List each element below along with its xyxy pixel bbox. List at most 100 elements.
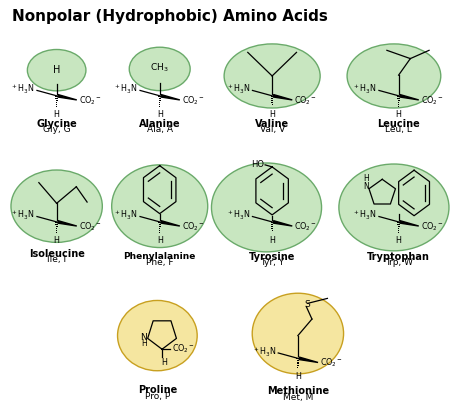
- Text: CO$_2$$^-$: CO$_2$$^-$: [79, 94, 102, 106]
- Text: H: H: [53, 65, 60, 75]
- Text: HO: HO: [251, 160, 264, 169]
- Text: CO$_2$$^-$: CO$_2$$^-$: [173, 343, 195, 355]
- Polygon shape: [398, 230, 399, 231]
- Text: $^+$H$_3$N: $^+$H$_3$N: [226, 83, 250, 96]
- Text: S: S: [305, 300, 310, 309]
- Polygon shape: [400, 95, 419, 100]
- Text: Pro, P: Pro, P: [145, 392, 170, 401]
- Polygon shape: [271, 96, 273, 97]
- Text: Methionine: Methionine: [267, 386, 329, 396]
- Text: H: H: [269, 110, 275, 119]
- Text: Val, V: Val, V: [259, 125, 285, 134]
- Polygon shape: [58, 95, 77, 100]
- Polygon shape: [159, 104, 160, 105]
- Text: $^+$H$_3$N: $^+$H$_3$N: [226, 209, 250, 222]
- Polygon shape: [397, 222, 400, 223]
- Text: H: H: [396, 110, 401, 119]
- Text: Gly, G: Gly, G: [43, 125, 71, 134]
- Polygon shape: [272, 230, 273, 231]
- Ellipse shape: [118, 300, 197, 371]
- Polygon shape: [397, 96, 400, 97]
- Text: CO$_2$$^-$: CO$_2$$^-$: [182, 220, 205, 233]
- Polygon shape: [272, 104, 273, 105]
- Polygon shape: [398, 226, 400, 227]
- Polygon shape: [273, 95, 292, 100]
- Polygon shape: [161, 221, 180, 226]
- Text: $^+$H$_3$N: $^+$H$_3$N: [352, 83, 377, 96]
- Text: Phenylalanine: Phenylalanine: [124, 252, 196, 261]
- Polygon shape: [55, 222, 58, 223]
- Ellipse shape: [129, 47, 190, 91]
- Polygon shape: [271, 226, 273, 227]
- Text: H: H: [54, 110, 60, 119]
- Polygon shape: [159, 100, 161, 101]
- Text: Valine: Valine: [255, 119, 289, 129]
- Text: H: H: [396, 236, 401, 245]
- Polygon shape: [400, 221, 419, 226]
- Polygon shape: [398, 102, 399, 103]
- Ellipse shape: [211, 163, 321, 252]
- Polygon shape: [398, 228, 399, 229]
- Polygon shape: [299, 357, 318, 362]
- Polygon shape: [56, 100, 57, 101]
- Polygon shape: [398, 104, 399, 105]
- Text: Proline: Proline: [138, 385, 177, 395]
- Polygon shape: [271, 224, 273, 225]
- Polygon shape: [297, 362, 299, 364]
- Text: Alanine: Alanine: [139, 119, 181, 129]
- Text: CO$_2$$^-$: CO$_2$$^-$: [320, 357, 343, 369]
- Text: Leu, L: Leu, L: [385, 125, 412, 134]
- Text: Isoleucine: Isoleucine: [29, 249, 84, 259]
- Text: Tyr, Y: Tyr, Y: [260, 258, 284, 267]
- Text: $^+$H$_3$N: $^+$H$_3$N: [252, 346, 276, 359]
- Text: Tyrosine: Tyrosine: [249, 252, 295, 262]
- Text: $^+$H$_3$N: $^+$H$_3$N: [113, 209, 137, 222]
- Polygon shape: [55, 96, 58, 97]
- Text: $^+$H$_3$N: $^+$H$_3$N: [10, 209, 35, 222]
- Text: CO$_2$$^-$: CO$_2$$^-$: [420, 220, 444, 233]
- Text: H: H: [269, 236, 275, 245]
- Text: CH$_3$: CH$_3$: [150, 62, 169, 74]
- Text: Tryptophan: Tryptophan: [367, 252, 430, 262]
- Ellipse shape: [339, 164, 449, 251]
- Polygon shape: [159, 102, 160, 103]
- Polygon shape: [397, 224, 400, 225]
- Polygon shape: [273, 221, 292, 226]
- Polygon shape: [271, 98, 273, 99]
- Text: H: H: [162, 358, 167, 367]
- Polygon shape: [297, 358, 299, 360]
- Text: CO$_2$$^-$: CO$_2$$^-$: [182, 94, 205, 106]
- Polygon shape: [55, 98, 58, 99]
- Text: H: H: [157, 236, 163, 245]
- Ellipse shape: [11, 170, 102, 242]
- Polygon shape: [56, 230, 57, 231]
- Polygon shape: [272, 228, 273, 229]
- Text: H: H: [157, 110, 163, 119]
- Ellipse shape: [112, 165, 208, 248]
- Polygon shape: [297, 360, 299, 362]
- Text: $^+$H$_3$N: $^+$H$_3$N: [10, 83, 35, 96]
- Polygon shape: [158, 224, 161, 225]
- Polygon shape: [55, 224, 58, 225]
- Polygon shape: [398, 100, 400, 101]
- Polygon shape: [56, 228, 57, 229]
- Text: N: N: [140, 333, 147, 341]
- Polygon shape: [159, 226, 161, 227]
- Ellipse shape: [347, 44, 441, 108]
- Polygon shape: [271, 222, 273, 223]
- Polygon shape: [158, 222, 161, 223]
- Text: Ile, I: Ile, I: [47, 256, 66, 264]
- Ellipse shape: [252, 293, 344, 374]
- Text: H
N: H N: [363, 174, 369, 191]
- Polygon shape: [159, 230, 160, 231]
- Text: CO$_2$$^-$: CO$_2$$^-$: [420, 94, 444, 106]
- Text: CO$_2$$^-$: CO$_2$$^-$: [294, 94, 317, 106]
- Polygon shape: [272, 102, 273, 103]
- Ellipse shape: [224, 44, 320, 108]
- Text: CO$_2$$^-$: CO$_2$$^-$: [79, 220, 102, 233]
- Polygon shape: [397, 98, 400, 99]
- Polygon shape: [56, 104, 57, 105]
- Polygon shape: [58, 221, 77, 226]
- Polygon shape: [158, 96, 161, 97]
- Text: Phe, F: Phe, F: [146, 258, 173, 267]
